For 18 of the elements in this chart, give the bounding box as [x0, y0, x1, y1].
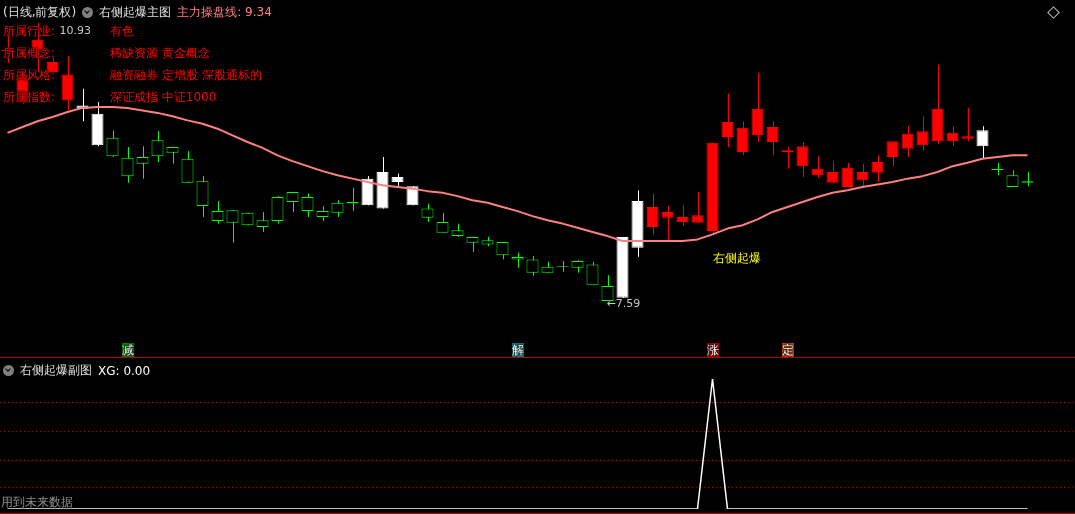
- annotation: 融资融券 定增股 深股通标的: [110, 68, 262, 82]
- annotation: 稀缺资源 黄金概念: [110, 46, 210, 60]
- annotation: ←7.59: [606, 297, 641, 311]
- text: 主力操盘线: 9.34: [177, 4, 272, 21]
- text: 解: [511, 343, 524, 357]
- annotation: 10.93: [59, 24, 91, 38]
- annotation: 用到未来数据: [1, 495, 73, 509]
- text: 减: [121, 343, 134, 357]
- annotation: 右侧起爆: [712, 251, 761, 266]
- chart-subtitle: 右侧起爆主图: [99, 4, 172, 21]
- annotation: 有色: [110, 24, 134, 38]
- chart-title: (日线,前复权): [3, 4, 77, 21]
- text: XG: 0.00: [98, 363, 151, 378]
- text: 涨: [706, 343, 719, 357]
- annotation: 深证成指 中证1000: [110, 90, 217, 104]
- text: 定: [781, 343, 794, 357]
- chart-title: 右侧起爆副图: [20, 362, 92, 379]
- annotation: 所属风格:: [3, 68, 56, 82]
